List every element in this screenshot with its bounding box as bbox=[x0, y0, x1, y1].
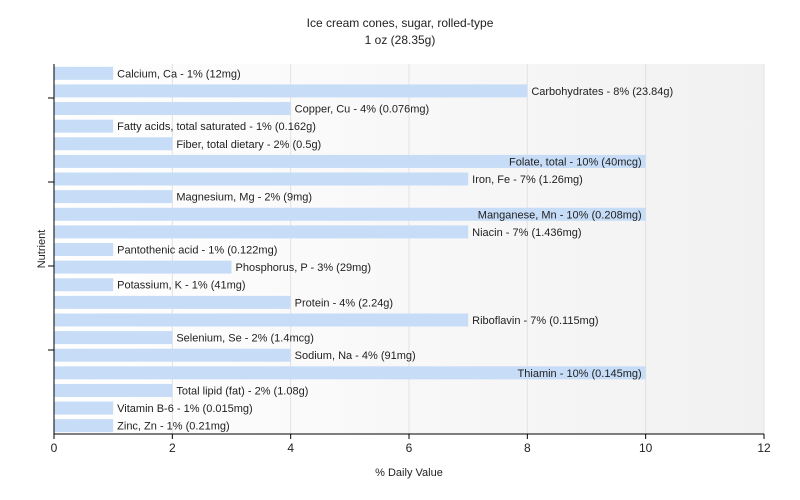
bar bbox=[54, 137, 173, 151]
bar-label: Zinc, Zn - 1% (0.21mg) bbox=[117, 421, 229, 433]
bar-label: Fiber, total dietary - 2% (0.5g) bbox=[176, 139, 321, 151]
bar bbox=[54, 260, 232, 274]
bar-label: Phosphorus, P - 3% (29mg) bbox=[236, 262, 372, 274]
bar bbox=[54, 383, 173, 397]
x-axis-label: % Daily Value bbox=[375, 467, 443, 479]
bar-label: Selenium, Se - 2% (1.4mcg) bbox=[176, 333, 314, 345]
bar-label: Niacin - 7% (1.436mg) bbox=[472, 227, 581, 239]
bar-label: Pantothenic acid - 1% (0.122mg) bbox=[117, 245, 277, 257]
bar-label: Copper, Cu - 4% (0.076mg) bbox=[295, 104, 430, 116]
bar bbox=[54, 278, 114, 292]
bar-label: Manganese, Mn - 10% (0.208mg) bbox=[478, 209, 642, 221]
bar bbox=[54, 295, 291, 309]
x-tick-label: 8 bbox=[524, 441, 531, 455]
bar bbox=[54, 119, 114, 133]
bar bbox=[54, 207, 646, 221]
bar-label: Thiamin - 10% (0.145mg) bbox=[518, 368, 642, 380]
bar bbox=[54, 154, 646, 168]
bar bbox=[54, 172, 469, 186]
bar-label: Riboflavin - 7% (0.115mg) bbox=[472, 315, 598, 327]
bar bbox=[54, 331, 173, 345]
bar bbox=[54, 366, 646, 380]
x-tick-label: 2 bbox=[169, 441, 176, 455]
grid-lines bbox=[171, 64, 765, 434]
bar-label: Calcium, Ca - 1% (12mg) bbox=[117, 68, 240, 80]
bar-label: Sodium, Na - 4% (91mg) bbox=[295, 350, 416, 362]
bar bbox=[54, 84, 528, 98]
bar bbox=[54, 190, 173, 204]
axes-group: 0 2 4 6 8 10 12 bbox=[48, 64, 771, 455]
bar bbox=[54, 419, 114, 433]
bar bbox=[54, 66, 114, 80]
bar bbox=[54, 243, 114, 256]
bar-label: Protein - 4% (2.24g) bbox=[295, 297, 393, 309]
bar-label: Fatty acids, total saturated - 1% (0.162… bbox=[117, 121, 316, 133]
x-tick-label: 6 bbox=[406, 441, 413, 455]
bar bbox=[54, 102, 291, 116]
bar bbox=[54, 348, 291, 362]
bar-label: Carbohydrates - 8% (23.84g) bbox=[531, 86, 673, 98]
bar-label: Potassium, K - 1% (41mg) bbox=[117, 280, 245, 292]
y-axis-label: Nutrient bbox=[36, 230, 48, 269]
bar bbox=[54, 313, 469, 327]
bar-label: Folate, total - 10% (40mcg) bbox=[509, 156, 642, 168]
x-tick-label: 0 bbox=[51, 441, 58, 455]
chart-title: Ice cream cones, sugar, rolled-type bbox=[307, 16, 494, 30]
x-tick-label: 12 bbox=[757, 441, 771, 455]
bar-label: Iron, Fe - 7% (1.26mg) bbox=[472, 174, 583, 186]
bar-label: Total lipid (fat) - 2% (1.08g) bbox=[176, 385, 308, 397]
bars-group: Calcium, Ca - 1% (12mg) Carbohydrates - 8… bbox=[54, 66, 673, 433]
bar bbox=[54, 401, 114, 415]
x-tick-label: 4 bbox=[287, 441, 294, 455]
bar-label: Magnesium, Mg - 2% (9mg) bbox=[176, 192, 312, 204]
x-tick-label: 10 bbox=[639, 441, 653, 455]
bar bbox=[54, 225, 469, 239]
chart-subtitle: 1 oz (28.35g) bbox=[365, 33, 436, 47]
bar-label: Vitamin B-6 - 1% (0.015mg) bbox=[117, 403, 253, 415]
